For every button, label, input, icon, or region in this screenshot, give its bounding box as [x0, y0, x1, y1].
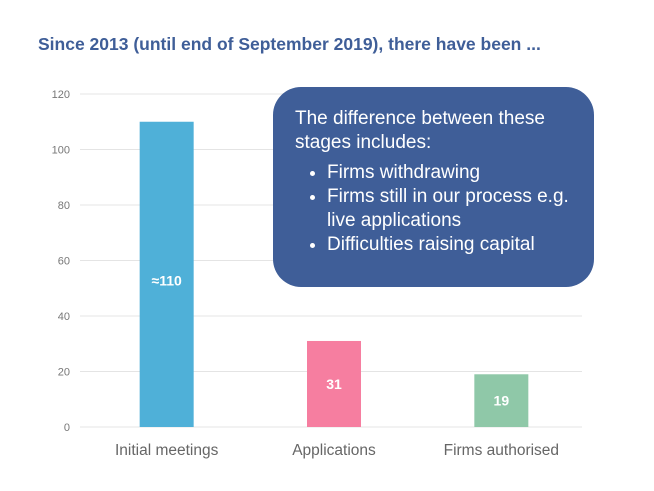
bar	[139, 121, 194, 427]
callout-box: The difference between these stages incl…	[273, 87, 594, 287]
y-axis-ticks: 0 20 40 60 80 100 120	[52, 89, 70, 434]
x-tick-label: Applications	[292, 442, 376, 459]
y-tick-label: 100	[52, 145, 70, 157]
x-axis-labels: Initial meetings Applications Firms author…	[115, 442, 559, 459]
x-tick-label: Initial meetings	[115, 442, 219, 459]
y-tick-label: 40	[58, 311, 70, 323]
data-label: 19	[494, 393, 510, 409]
callout-item: Difficulties raising capital	[327, 233, 578, 257]
data-label: ≈110	[152, 272, 182, 288]
bar	[474, 374, 529, 427]
x-tick-label: Firms authorised	[444, 442, 559, 459]
bars: ≈110 31 19	[139, 121, 529, 427]
chart-title: Since 2013 (until end of September 2019)…	[38, 34, 541, 54]
y-tick-label: 20	[58, 367, 70, 379]
data-label: 31	[326, 376, 342, 392]
callout-item: Firms withdrawing	[327, 161, 578, 185]
callout-item: Firms still in our process e.g. live app…	[327, 185, 578, 233]
y-tick-label: 120	[52, 89, 70, 101]
callout-list: Firms withdrawing Firms still in our pro…	[295, 161, 578, 257]
y-tick-label: 0	[64, 422, 70, 434]
callout-heading: The difference between these stages incl…	[295, 108, 545, 153]
y-tick-label: 60	[58, 256, 70, 268]
bar	[307, 340, 361, 427]
y-tick-label: 80	[58, 200, 70, 212]
